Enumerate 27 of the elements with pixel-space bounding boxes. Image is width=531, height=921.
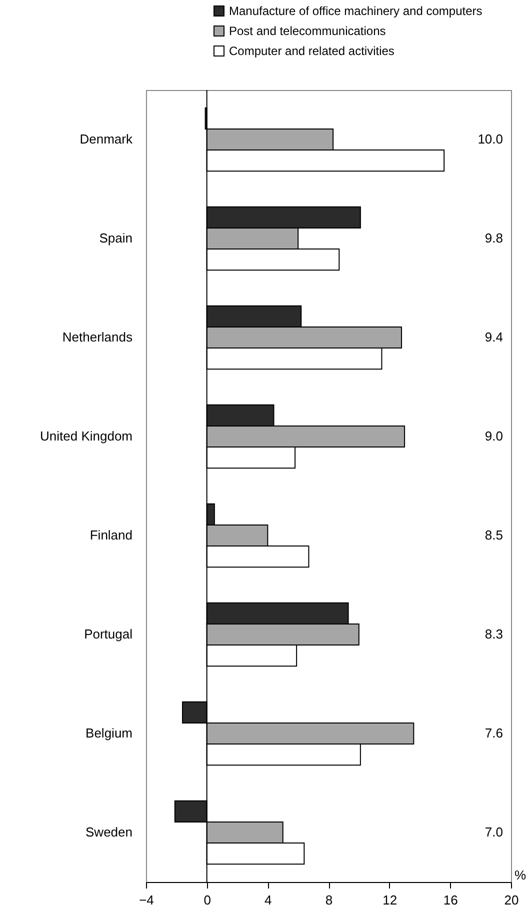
annotation: 8.5 (484, 528, 503, 542)
x-tick-label: 0 (204, 892, 211, 908)
x-tick-label: 8 (325, 892, 333, 908)
legend-label: Post and telecommunications (229, 24, 386, 38)
y-tick-label: United Kingdom (40, 428, 132, 444)
y-tick-label: Netherlands (62, 330, 133, 344)
annotation: 9.4 (484, 330, 503, 344)
y-tick-label: Belgium (86, 726, 132, 740)
y-tick-label: Finland (90, 528, 132, 542)
annotation: 9.8 (484, 230, 503, 246)
x-tick-label: 4 (264, 892, 272, 908)
y-tick-label: Denmark (80, 132, 133, 146)
y-tick-label: Spain (99, 230, 132, 246)
annotation: 10.0 (478, 132, 503, 146)
y-tick-label: Portugal (84, 626, 133, 642)
annotation: 7.6 (484, 726, 503, 740)
x-tick-label: 12 (382, 892, 398, 908)
x-axis-title: % (514, 868, 526, 882)
x-tick-label: −4 (139, 892, 154, 908)
annotation: 9.0 (484, 428, 503, 444)
annotation: 7.0 (484, 824, 503, 840)
x-tick-label: 16 (443, 892, 458, 908)
legend-label: Manufacture of office machinery and computers (229, 4, 482, 18)
x-tick-label: 20 (504, 892, 519, 908)
y-tick-label: Sweden (86, 824, 132, 840)
legend-label: Computer and related activities (229, 44, 394, 58)
annotation: 8.3 (484, 626, 503, 642)
